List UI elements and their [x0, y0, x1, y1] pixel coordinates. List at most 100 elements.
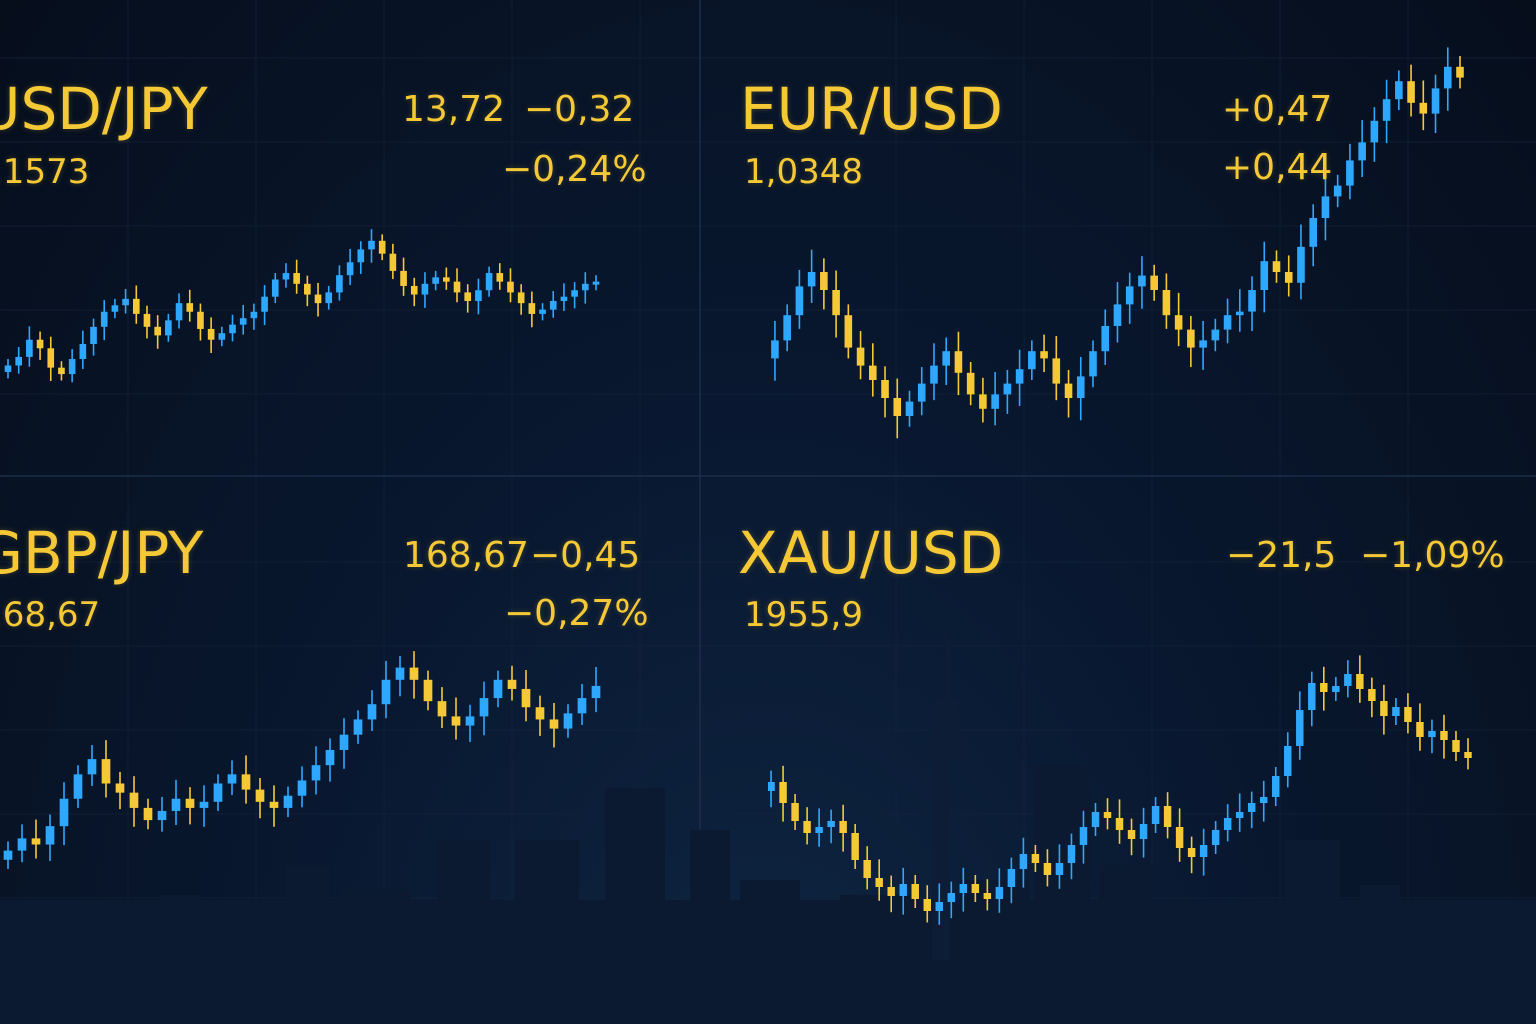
usd-jpy-candle-body: [453, 281, 461, 293]
usd-jpy-candle-body: [154, 326, 161, 336]
xau-usd-candle-body: [1392, 707, 1400, 716]
usd-jpy-candle-body: [421, 283, 429, 295]
pair-symbol: EUR/USD: [740, 75, 1003, 143]
usd-jpy-candle-body: [410, 285, 418, 295]
gbp-jpy-candle-body: [31, 838, 41, 845]
xau-usd-candle-body: [911, 884, 919, 899]
pair-price: .1573: [0, 152, 90, 192]
eur-usd-candles: [771, 47, 1464, 439]
xau-usd-candle-body: [899, 884, 907, 896]
pair-stat-a: +0,47: [1222, 89, 1333, 130]
eur-usd-candle-body: [966, 372, 975, 395]
xau-usd-candle-body: [1272, 776, 1280, 797]
pair-stat-c: −0,24%: [502, 149, 647, 190]
eur-usd-candle-body: [1064, 383, 1073, 398]
eur-usd-candle-body: [954, 351, 963, 373]
gbp-jpy-candle-body: [353, 719, 363, 735]
xau-usd-candle-body: [1199, 845, 1208, 857]
eur-usd-candle-body: [930, 365, 938, 384]
eur-usd-candle-body: [1125, 286, 1134, 305]
eur-usd-candle-body: [1138, 275, 1146, 287]
gbp-jpy-candle-body: [115, 783, 125, 793]
usd-jpy-candle-body: [122, 298, 129, 306]
xau-usd-candle-body: [1019, 854, 1028, 869]
pair-stat-c: −0,27%: [504, 593, 649, 634]
gbp-jpy-candle-body: [157, 810, 167, 821]
eur-usd-candle-body: [771, 340, 779, 359]
eur-usd-candle-body: [1174, 315, 1183, 330]
eur-usd-candle-body: [869, 365, 877, 380]
eur-usd-candle-body: [979, 394, 987, 409]
xau-usd-candle-body: [815, 827, 823, 833]
xau-usd-candle-body: [923, 899, 931, 911]
pair-symbol: GBP/JPY: [0, 519, 204, 587]
panel-xau-usd: XAU/USD 1955,9 −21,5 −1,09%: [738, 476, 1536, 952]
xau-usd-candle-body: [947, 893, 956, 902]
eur-usd-candle-body: [1113, 304, 1122, 326]
xau-usd-candle-body: [1031, 854, 1040, 863]
usd-jpy-candle-body: [271, 279, 279, 297]
gbp-jpy-candle-body: [283, 795, 293, 808]
eur-usd-candle-body: [1309, 218, 1317, 247]
gbp-jpy-candle-body: [213, 783, 223, 802]
xau-usd-candle-body: [1356, 674, 1364, 689]
eur-usd-candle-body: [856, 347, 865, 366]
usd-jpy-candlestick-chart: [4, 229, 600, 383]
usd-jpy-candle-body: [592, 281, 600, 285]
usd-jpy-candle-body: [111, 305, 119, 312]
usd-jpy-candle-body: [464, 292, 472, 301]
usd-jpy-candle-body: [432, 277, 439, 284]
usd-jpy-candle-body: [79, 344, 87, 360]
xau-usd-candle-body: [1007, 869, 1016, 887]
usd-jpy-candle-body: [571, 290, 578, 297]
xau-usd-candle-body: [1320, 683, 1328, 692]
eur-usd-candle-body: [1187, 329, 1195, 348]
eur-usd-candle-body: [1456, 66, 1464, 78]
gbp-jpy-candle-body: [45, 826, 55, 845]
eur-usd-candle-body: [1346, 160, 1354, 186]
xau-usd-candle-body: [1079, 827, 1088, 845]
xau-usd-candles: [768, 655, 1472, 925]
eur-usd-candle-body: [1089, 351, 1097, 377]
pair-price: 1,0348: [744, 152, 863, 192]
pair-stat-a: −21,5: [1226, 535, 1337, 576]
xau-usd-candle-body: [1247, 803, 1256, 812]
pair-stat-b: −1,09%: [1360, 535, 1505, 576]
xau-usd-candle-body: [1223, 818, 1232, 830]
xau-usd-candle-body: [1416, 722, 1424, 737]
xau-usd-candle-body: [863, 860, 871, 878]
eur-usd-candle-body: [1260, 261, 1269, 290]
usd-jpy-candle-body: [132, 298, 140, 314]
gbp-jpy-candle-body: [241, 774, 251, 790]
eur-usd-candle-body: [1162, 290, 1171, 316]
eur-usd-candle-body: [1321, 196, 1330, 218]
eur-usd-candle-body: [1297, 246, 1305, 283]
usd-jpy-candle-body: [58, 367, 65, 375]
usd-jpy-candle-body: [250, 311, 258, 319]
eur-usd-candle-body: [820, 272, 828, 290]
pair-stat-c: +0,44: [1222, 147, 1333, 188]
eur-usd-candle-body: [1015, 369, 1024, 384]
gbp-jpy-candle-body: [185, 798, 195, 808]
gbp-jpy-candle-body: [521, 688, 531, 708]
usd-jpy-candle-body: [389, 253, 397, 271]
xau-usd-candle-body: [935, 902, 944, 911]
eur-usd-candle-body: [1211, 329, 1220, 341]
xau-usd-candle-body: [1067, 845, 1076, 863]
xau-usd-candlestick-chart: [768, 655, 1472, 925]
eur-usd-candle-body: [881, 380, 889, 398]
gbp-jpy-candle-body: [591, 685, 601, 699]
usd-jpy-candle-body: [261, 296, 268, 312]
xau-usd-candle-body: [1139, 824, 1148, 839]
usd-jpy-candle-body: [100, 311, 108, 327]
usd-jpy-candle-body: [539, 309, 546, 314]
xau-usd-candle-body: [1440, 731, 1448, 740]
usd-jpy-candle-body: [496, 273, 504, 282]
xau-usd-candle-body: [803, 821, 811, 833]
xau-usd-candle-body: [1175, 827, 1184, 848]
xau-usd-candle-body: [1163, 806, 1172, 827]
gbp-jpy-candle-body: [493, 679, 503, 699]
xau-usd-candle-body: [887, 887, 895, 896]
xau-usd-candle-body: [1259, 797, 1268, 803]
